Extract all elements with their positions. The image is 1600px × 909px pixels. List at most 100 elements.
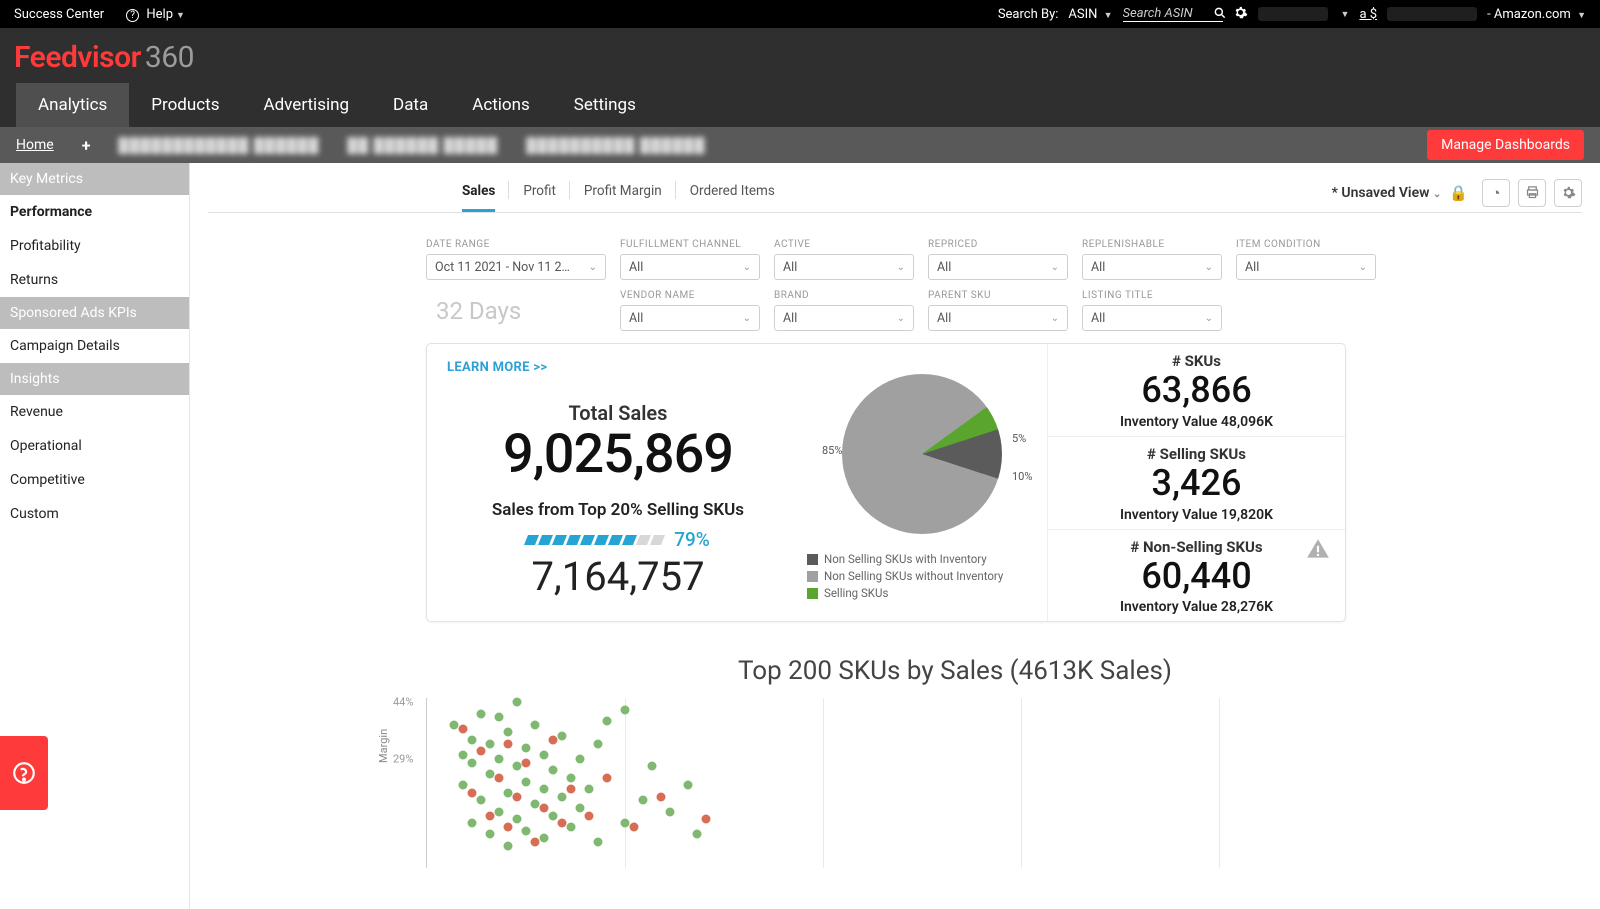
gear-icon[interactable] [1233,5,1248,24]
subtab-sales[interactable]: Sales [462,173,495,212]
scatter-point [504,822,513,831]
scatter-point [639,796,648,805]
scatter-point [486,739,495,748]
breadcrumb-tab[interactable]: ████████████ ██████ [118,138,319,154]
filter-label: ACTIVE [774,239,914,250]
scatter-ylabel: Margin [377,729,390,763]
scatter-point [549,735,558,744]
y-tick: 29% [393,752,413,765]
progress-segment [594,535,609,545]
scatter-chart: Margin 29%44% [426,698,1326,868]
learn-more-link[interactable]: LEARN MORE >> [447,360,789,375]
breadcrumb-tab[interactable]: ██████████ ██████ [526,138,705,154]
sidebar-group: Insights [0,363,189,395]
blurred-text [1387,7,1477,21]
filter-parent-sku[interactable]: All⌄ [928,305,1068,331]
scatter-point [486,811,495,820]
filter-replenishable[interactable]: All⌄ [1082,254,1222,280]
print-icon[interactable] [1518,179,1546,207]
sidebar-group: Key Metrics [0,163,189,195]
filter-repriced[interactable]: All⌄ [928,254,1068,280]
subtab-profit[interactable]: Profit [523,173,556,212]
search-mode-select[interactable]: ASIN ▼ [1068,7,1112,22]
progress-segment [636,535,651,545]
filter-active[interactable]: All⌄ [774,254,914,280]
scatter-point [540,785,549,794]
filter-vendor-name[interactable]: All⌄ [620,305,760,331]
scatter-point [567,822,576,831]
subtab-profit-margin[interactable]: Profit Margin [584,173,662,212]
scatter-point [495,754,504,763]
nav-tab-products[interactable]: Products [129,83,241,127]
unsaved-view-label[interactable]: * Unsaved View ⌄ [1332,185,1442,201]
filter-brand[interactable]: All⌄ [774,305,914,331]
nav-tab-data[interactable]: Data [371,83,450,127]
sidebar-item-performance[interactable]: Performance [0,195,189,229]
help-fab-button[interactable] [0,736,48,810]
settings-icon[interactable] [1554,179,1582,207]
progress-segment [650,535,665,545]
nav-tab-actions[interactable]: Actions [450,83,552,127]
breadcrumb-tab[interactable]: ██ ██████ █████ [347,138,498,154]
sku-pie-chart [842,374,1002,534]
filter-listing-title[interactable]: All⌄ [1082,305,1222,331]
filter-label: DATE RANGE [426,239,606,250]
warning-icon [1305,536,1331,568]
add-tab-button[interactable]: + [82,136,91,155]
nav-tab-analytics[interactable]: Analytics [16,83,129,127]
clock-icon[interactable]: ◔ [1482,179,1510,207]
search-icon[interactable] [1213,6,1227,24]
nav-tab-advertising[interactable]: Advertising [242,83,372,127]
scatter-point [630,822,639,831]
scatter-point [468,819,477,828]
scatter-point [585,811,594,820]
scatter-point [531,800,540,809]
scatter-point [459,781,468,790]
help-link[interactable]: ? Help▼ [126,7,185,22]
scatter-point [468,788,477,797]
kpi-block: # SKUs63,866Inventory Value 48,096K [1048,344,1345,437]
sidebar-item-returns[interactable]: Returns [0,263,189,297]
sidebar-item-campaign-details[interactable]: Campaign Details [0,329,189,363]
scatter-point [558,792,567,801]
top20-label: Sales from Top 20% Selling SKUs [447,500,789,520]
search-asin-input[interactable] [1123,6,1223,22]
pie-slice-label: 10% [1012,470,1032,483]
success-center-link[interactable]: Success Center [14,7,104,22]
scatter-point [666,807,675,816]
scatter-point [540,834,549,843]
manage-dashboards-button[interactable]: Manage Dashboards [1427,130,1584,160]
legend-item: Non Selling SKUs with Inventory [807,552,1037,566]
scatter-point [522,758,531,767]
scatter-point [513,792,522,801]
filter-label: BRAND [774,290,914,301]
nav-tab-settings[interactable]: Settings [552,83,658,127]
filter-date-range[interactable]: Oct 11 2021 - Nov 11 2…⌄ [426,254,606,280]
scatter-point [486,830,495,839]
pie-slice-label: 85% [822,444,842,457]
sidebar-item-revenue[interactable]: Revenue [0,395,189,429]
sidebar-item-profitability[interactable]: Profitability [0,229,189,263]
filter-label: FULFILLMENT CHANNEL [620,239,760,250]
pie-slice-label: 5% [1012,432,1026,445]
kpi-block: # Selling SKUs3,426Inventory Value 19,82… [1048,437,1345,530]
filter-fulfillment-channel[interactable]: All⌄ [620,254,760,280]
scatter-point [540,803,549,812]
sidebar-item-custom[interactable]: Custom [0,497,189,531]
scatter-point [495,713,504,722]
scatter-point [558,732,567,741]
sidebar-item-competitive[interactable]: Competitive [0,463,189,497]
scatter-point [549,766,558,775]
days-count: 32 Days [426,290,606,331]
filter-label: LISTING TITLE [1082,290,1222,301]
total-sales-label: Total Sales [447,401,789,425]
scatter-point [603,717,612,726]
filter-item-condition[interactable]: All⌄ [1236,254,1376,280]
scatter-point [450,720,459,729]
scatter-point [657,792,666,801]
scatter-point [684,781,693,790]
subtab-ordered-items[interactable]: Ordered Items [690,173,775,212]
marketplace-select[interactable]: - Amazon.com ▼ [1487,7,1586,22]
breadcrumb-home[interactable]: Home [16,137,54,153]
sidebar-item-operational[interactable]: Operational [0,429,189,463]
